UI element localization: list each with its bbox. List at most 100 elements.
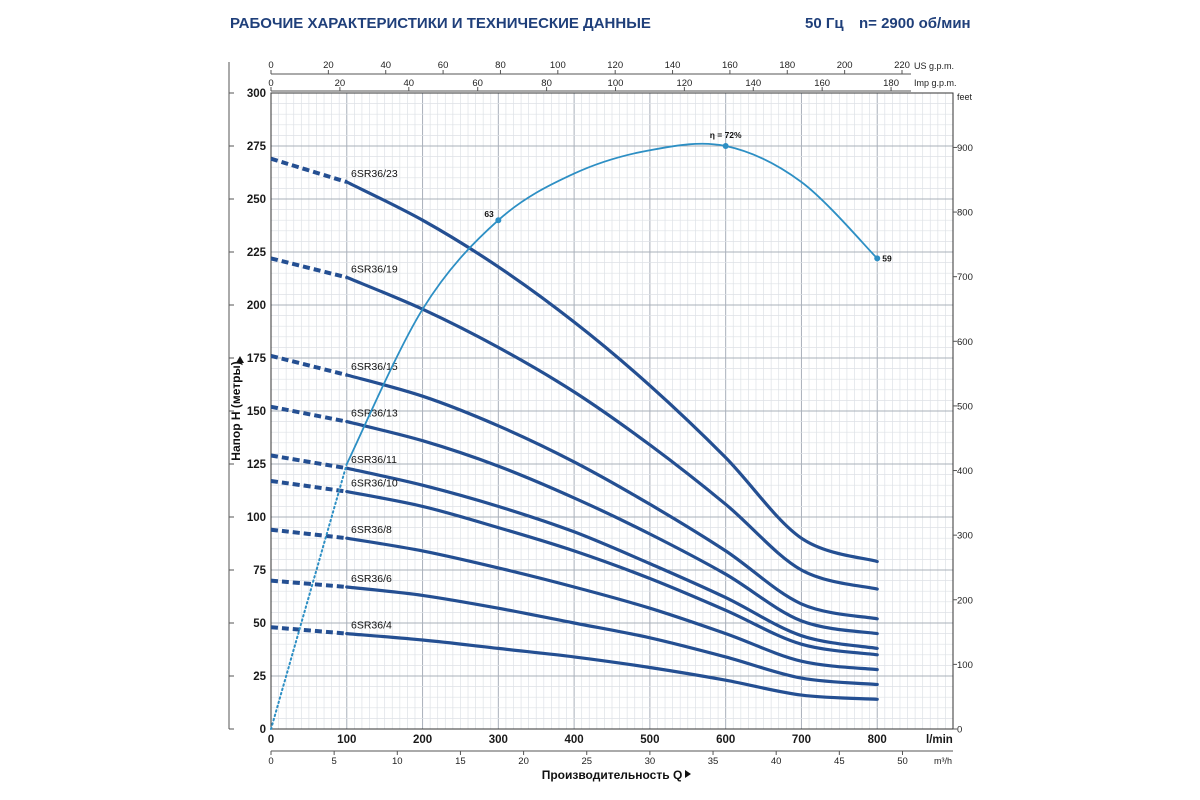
series-dashed-segment: [270, 156, 348, 184]
y-tick-label: 175: [247, 353, 267, 365]
pump-curves: 6SR36/23 6SR36/19 6SR36/15 6SR36/13 6SR36/11…: [270, 156, 879, 701]
feet-tick-label: 600: [957, 337, 973, 348]
y-tick-label: 0: [260, 724, 266, 736]
series-line: [345, 536, 879, 672]
feet-tick-label: 500: [957, 401, 973, 412]
series-dashed-segment: [270, 625, 347, 636]
x-tick-label-impgpm: 0: [268, 78, 273, 89]
series-line: [345, 275, 879, 591]
x-tick-label-m3h: 30: [645, 756, 656, 767]
series-dashed-segment: [270, 353, 348, 377]
series-dashed-segment: [270, 404, 348, 424]
x-tick-label-usgpm: 0: [268, 60, 273, 71]
x-tick-label-lmin: 100: [337, 734, 356, 746]
series-line: [345, 490, 879, 657]
feet-tick-label: 200: [957, 595, 973, 606]
x-tick-label-usgpm: 40: [380, 60, 391, 71]
series-label: 6SR36/11: [351, 454, 397, 466]
x-axis-title: Производительность Q: [542, 768, 683, 782]
x-tick-label-usgpm: 20: [323, 60, 334, 71]
x-tick-label-m3h: 15: [455, 756, 466, 767]
x-tick-label-impgpm: 160: [814, 78, 830, 89]
x-tick-label-m3h: 20: [518, 756, 529, 767]
feet-tick-label: 800: [957, 208, 973, 219]
x-tick-label-m3h: 5: [331, 756, 336, 767]
series-label: 6SR36/23: [351, 168, 398, 180]
efficiency-curve: 63 η = 72% 59: [270, 130, 892, 730]
x-tick-label-m3h: 25: [581, 756, 592, 767]
x-tick-label-m3h: 10: [392, 756, 403, 767]
plot-border: [270, 92, 954, 730]
series-line: [345, 180, 879, 564]
efficiency-dotted-segment: [270, 463, 348, 730]
feet-tick-label: 700: [957, 272, 973, 283]
x-tick-label-lmin: 600: [716, 734, 735, 746]
usgpm-unit-label: US g.p.m.: [914, 61, 954, 71]
x-tick-label-usgpm: 200: [837, 60, 853, 71]
speed-label: n= 2900 об/мин: [859, 15, 971, 32]
feet-unit-label: feet: [957, 92, 973, 102]
efficiency-line: [345, 142, 878, 465]
y-tick-label: 200: [247, 300, 266, 312]
y-axis-title: Напор H (метры): [229, 361, 243, 460]
x-tick-label-impgpm: 40: [404, 78, 415, 89]
m3h-unit-label: m³/h: [934, 756, 952, 766]
x-tick-label-lmin: 500: [640, 734, 659, 746]
plot-frame: [270, 92, 954, 730]
y-axis-arrow: [236, 356, 244, 363]
series-dashed-segment: [270, 479, 348, 494]
series-line: [345, 632, 879, 701]
x-tick-label-lmin: 0: [268, 734, 274, 746]
lmin-unit-label: l/min: [926, 734, 953, 746]
efficiency-marker: [495, 217, 502, 224]
efficiency-marker: [874, 255, 881, 262]
axes: 0255075100125150175200225250275300Напор …: [228, 60, 973, 782]
feet-tick-label: 900: [957, 143, 973, 154]
x-tick-label-lmin: 200: [413, 734, 432, 746]
series-label: 6SR36/6: [351, 573, 392, 585]
x-tick-label-impgpm: 140: [745, 78, 761, 89]
efficiency-marker-label: η = 72%: [710, 130, 742, 140]
series-label: 6SR36/13: [351, 408, 398, 420]
x-axis-arrow: [685, 770, 691, 778]
series-dashed-segment: [270, 256, 348, 280]
x-tick-label-usgpm: 120: [607, 60, 623, 71]
y-tick-label: 125: [247, 459, 267, 471]
series-label: 6SR36/19: [351, 263, 398, 275]
feet-tick-label: 100: [957, 660, 973, 671]
x-tick-label-impgpm: 20: [335, 78, 346, 89]
series-line: [345, 466, 879, 650]
series-label: 6SR36/10: [351, 478, 398, 490]
efficiency-marker-label: 59: [882, 253, 892, 263]
x-tick-label-m3h: 35: [708, 756, 719, 767]
x-tick-label-impgpm: 60: [472, 78, 483, 89]
x-tick-label-lmin: 700: [792, 734, 811, 746]
x-tick-label-lmin: 400: [565, 734, 584, 746]
impgpm-unit-label: Imp g.p.m.: [914, 78, 957, 88]
x-tick-label-usgpm: 100: [550, 60, 566, 71]
x-tick-label-usgpm: 180: [779, 60, 795, 71]
chart-title: РАБОЧИЕ ХАРАКТЕРИСТИКИ И ТЕХНИЧЕСКИЕ ДАН…: [230, 15, 651, 32]
efficiency-marker: [722, 143, 729, 149]
y-tick-label: 300: [247, 88, 266, 100]
x-tick-label-impgpm: 180: [883, 78, 899, 89]
x-tick-label-usgpm: 60: [438, 60, 449, 71]
y-tick-label: 75: [253, 565, 266, 577]
y-tick-label: 150: [247, 406, 266, 418]
feet-tick-label: 0: [957, 725, 962, 736]
y-tick-label: 225: [247, 247, 267, 259]
x-tick-label-m3h: 0: [268, 756, 273, 767]
x-tick-label-lmin: 300: [489, 734, 508, 746]
x-tick-label-usgpm: 220: [894, 60, 910, 71]
x-tick-label-impgpm: 80: [541, 78, 552, 89]
x-tick-label-m3h: 50: [897, 756, 908, 767]
x-tick-label-usgpm: 80: [495, 60, 506, 71]
y-tick-label: 50: [253, 618, 266, 630]
y-tick-label: 100: [247, 512, 266, 524]
x-tick-label-impgpm: 100: [608, 78, 624, 89]
grid: [271, 93, 953, 729]
feet-tick-label: 400: [957, 466, 973, 477]
x-tick-label-usgpm: 140: [665, 60, 681, 71]
x-tick-label-m3h: 45: [834, 756, 845, 767]
